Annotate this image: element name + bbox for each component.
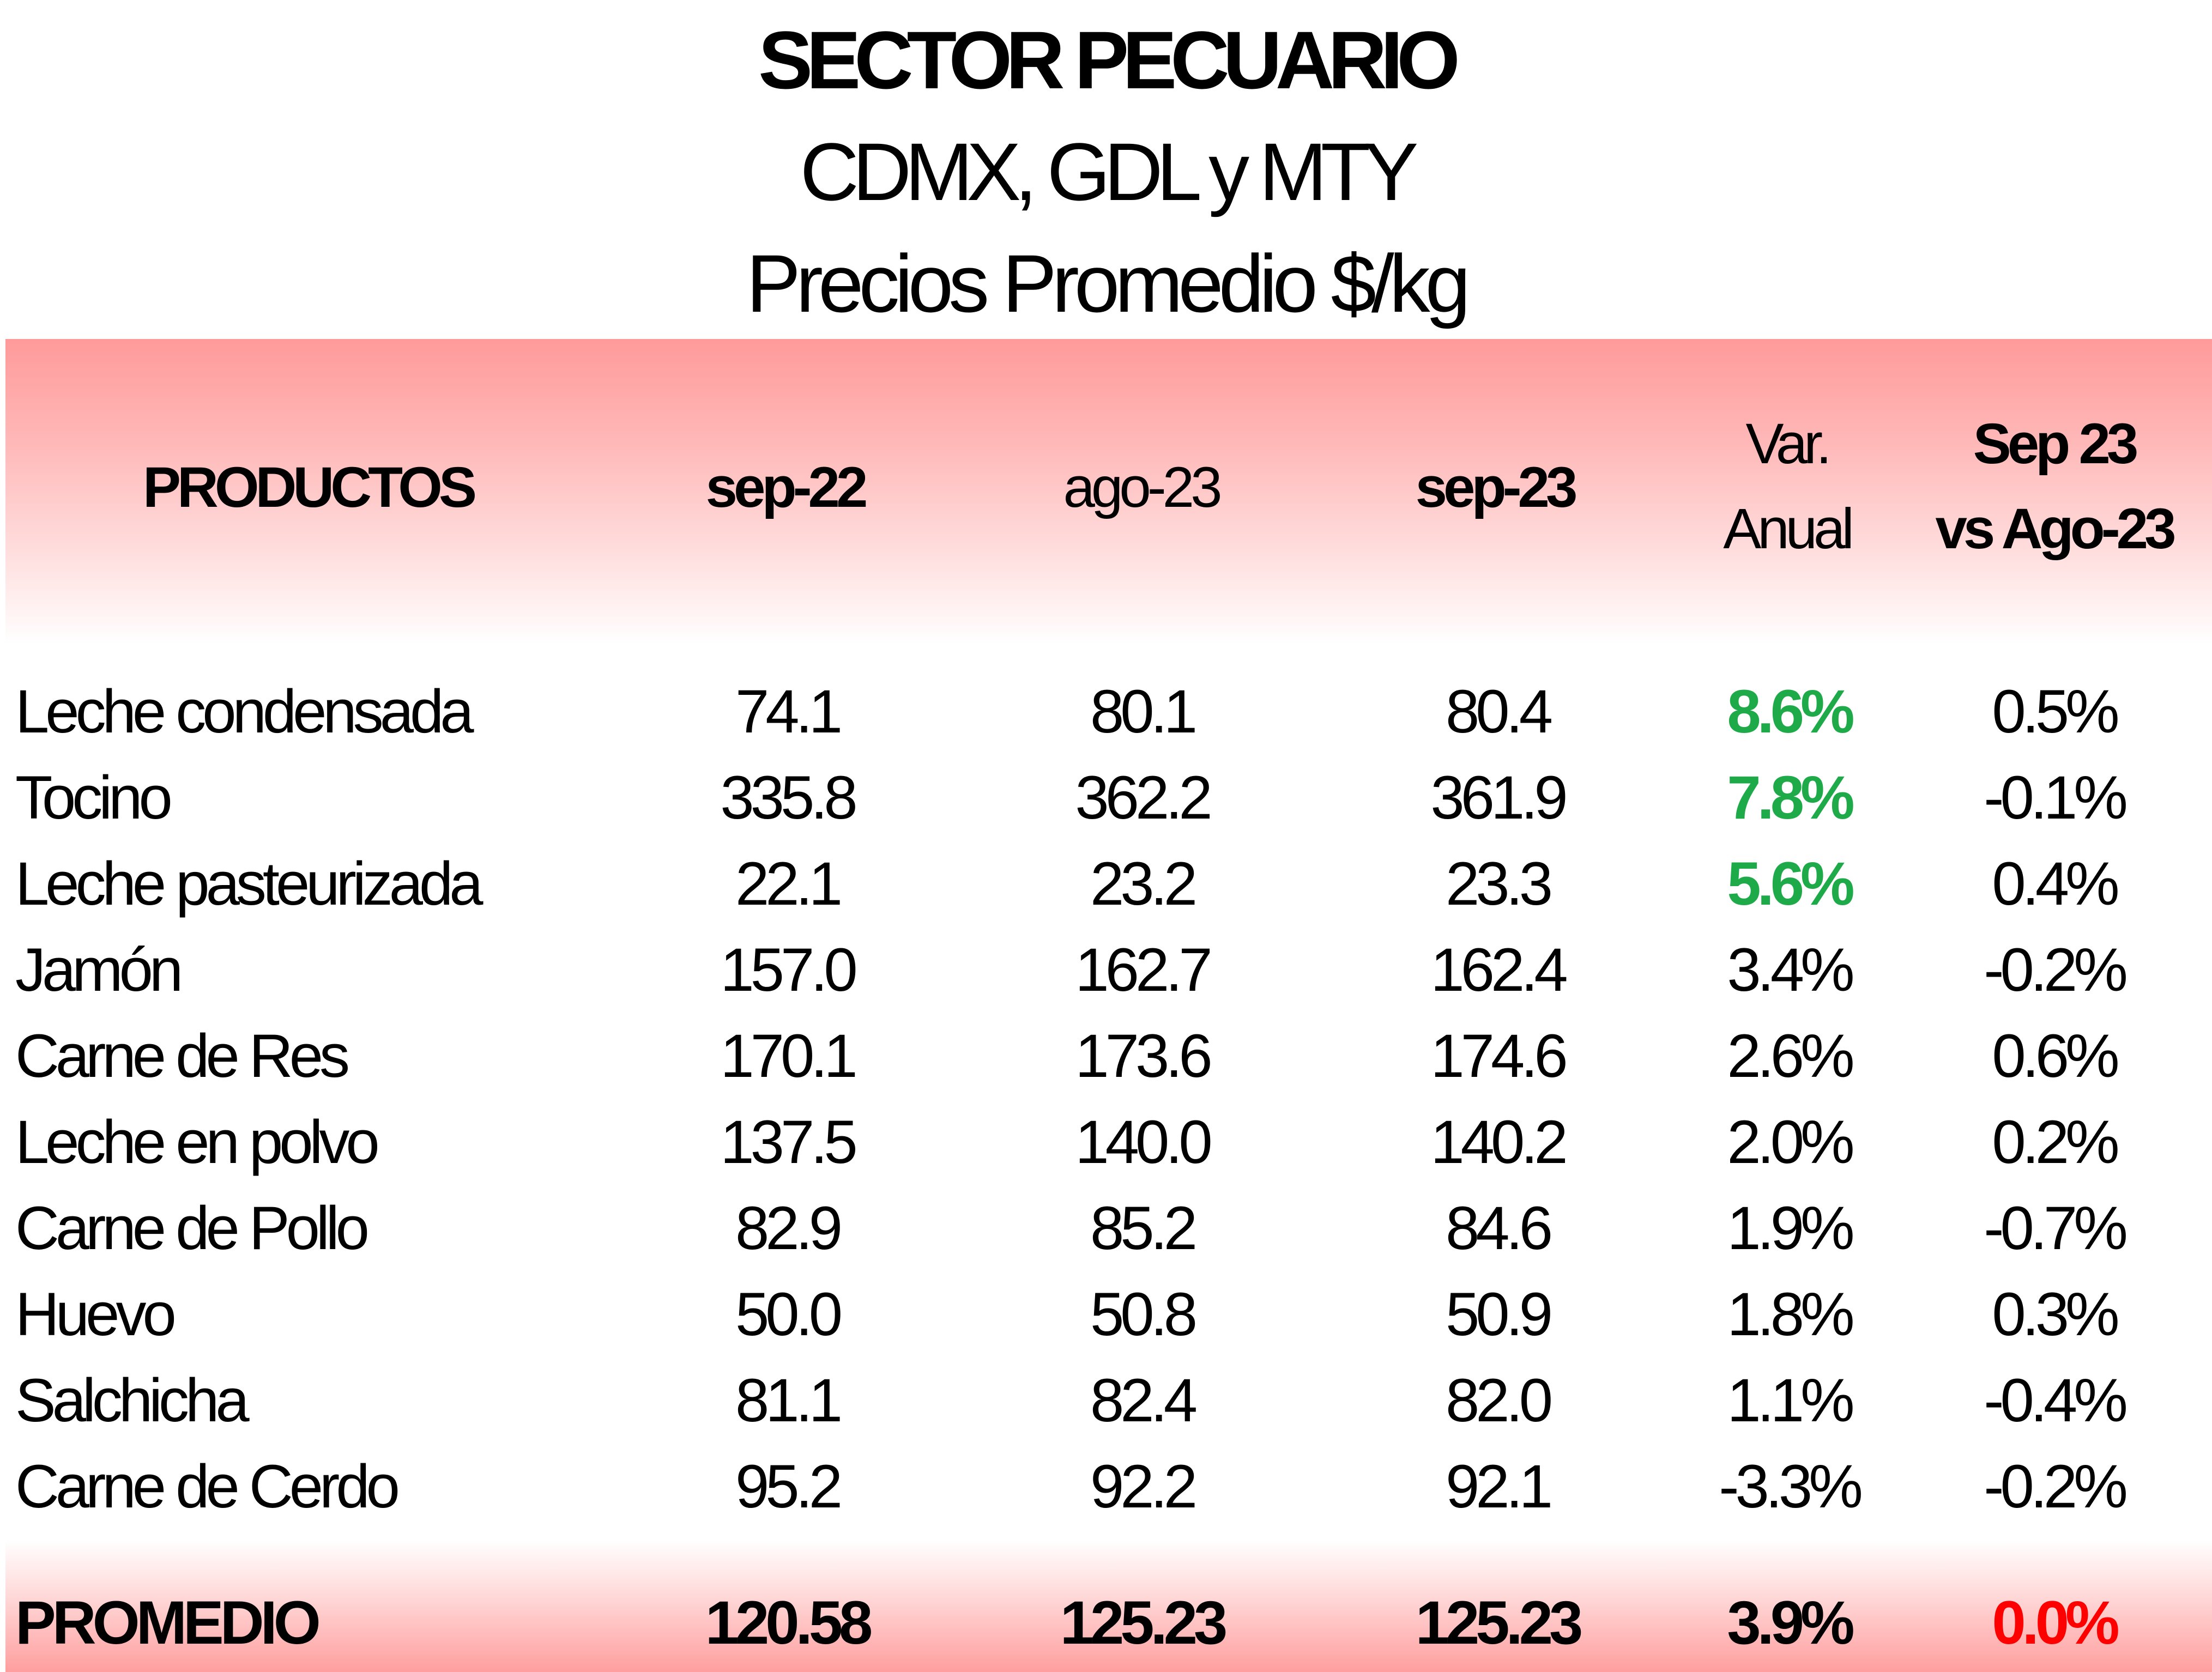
cell-var-anual: 1.1% (1727, 1366, 1854, 1434)
cell-sep-22: 50.0 (735, 1280, 843, 1348)
cell-var-anual: 5.6% (1727, 850, 1854, 918)
promedio-var-anual: 3.9% (1727, 1589, 1854, 1657)
cell-ago-23: 362.2 (1075, 764, 1212, 832)
cell-producto: Carne de Res (15, 1022, 350, 1090)
cell-producto: Leche condensada (15, 677, 474, 746)
cell-var-anual: 2.6% (1727, 1022, 1854, 1090)
table-footer-background (5, 1540, 2212, 1672)
cell-sep-23: 92.1 (1446, 1452, 1553, 1520)
cell-producto: Jamón (15, 936, 183, 1004)
cell-ago-23: 50.8 (1090, 1280, 1198, 1348)
cell-var-anual: 2.0% (1727, 1108, 1854, 1176)
header-sep-23: sep-23 (1415, 456, 1578, 519)
cell-sep-22: 157.0 (720, 936, 857, 1004)
cell-var-anual: -3.3% (1719, 1452, 1863, 1520)
header-sep-22: sep-22 (705, 456, 868, 519)
page-subtitle-units: Precios Promedio $/kg (746, 238, 1471, 329)
cell-sep-23: 50.9 (1446, 1280, 1553, 1348)
cell-sep23-vs-ago23: 0.3% (1992, 1280, 2119, 1348)
cell-ago-23: 82.4 (1090, 1366, 1198, 1434)
cell-sep-23: 84.6 (1446, 1194, 1553, 1262)
cell-producto: Leche pasteurizada (15, 850, 484, 918)
cell-sep-22: 74.1 (735, 677, 843, 746)
cell-sep23-vs-ago23: -0.2% (1984, 1452, 2128, 1520)
cell-sep-22: 82.9 (735, 1194, 843, 1262)
promedio-sep-22: 120.58 (705, 1589, 873, 1657)
cell-ago-23: 23.2 (1090, 850, 1198, 918)
cell-var-anual: 1.8% (1727, 1280, 1854, 1348)
header-cmp-line2: vs Ago-23 (1935, 497, 2177, 561)
cell-sep-22: 170.1 (720, 1022, 857, 1090)
cell-var-anual: 3.4% (1727, 936, 1854, 1004)
cell-sep-22: 81.1 (735, 1366, 843, 1434)
cell-sep-23: 82.0 (1446, 1366, 1553, 1434)
cell-ago-23: 162.7 (1075, 936, 1212, 1004)
cell-sep23-vs-ago23: 0.4% (1992, 850, 2119, 918)
cell-producto: Carne de Pollo (15, 1194, 370, 1262)
cell-ago-23: 80.1 (1090, 677, 1198, 746)
promedio-sep-23: 125.23 (1415, 1589, 1584, 1657)
cell-sep-23: 80.4 (1446, 677, 1553, 746)
cell-sep-22: 95.2 (735, 1452, 843, 1520)
cell-sep-23: 174.6 (1430, 1022, 1568, 1090)
cell-producto: Salchicha (15, 1366, 250, 1434)
promedio-sep23-vs-ago23: 0.0% (1992, 1589, 2119, 1657)
cell-ago-23: 85.2 (1090, 1194, 1198, 1262)
header-productos: PRODUCTOS (143, 456, 477, 519)
cell-ago-23: 92.2 (1090, 1452, 1198, 1520)
cell-sep23-vs-ago23: -0.4% (1984, 1366, 2128, 1434)
cell-sep-22: 335.8 (720, 764, 857, 832)
cell-sep23-vs-ago23: 0.2% (1992, 1108, 2119, 1176)
page-title: SECTOR PECUARIO (758, 14, 1460, 106)
header-var-line1: Var. (1745, 412, 1832, 476)
cell-sep23-vs-ago23: -0.7% (1984, 1194, 2128, 1262)
cell-sep23-vs-ago23: 0.5% (1992, 677, 2119, 746)
header-cmp-line1: Sep 23 (1973, 412, 2139, 476)
cell-var-anual: 8.6% (1727, 677, 1854, 746)
table-header-background (5, 339, 2212, 644)
cell-sep23-vs-ago23: -0.2% (1984, 936, 2128, 1004)
cell-producto: Huevo (15, 1280, 177, 1348)
cell-sep23-vs-ago23: -0.1% (1984, 764, 2128, 832)
cell-sep-23: 361.9 (1430, 764, 1568, 832)
page-subtitle: CDMX, GDL y MTY (800, 126, 1419, 217)
promedio-label: PROMEDIO (15, 1589, 321, 1657)
cell-var-anual: 7.8% (1727, 764, 1854, 832)
header-ago-23: ago-23 (1063, 456, 1223, 519)
promedio-ago-23: 125.23 (1060, 1589, 1228, 1657)
cell-producto: Tocino (15, 764, 173, 832)
cell-sep23-vs-ago23: 0.6% (1992, 1022, 2119, 1090)
header-var-line2: Anual (1723, 497, 1854, 561)
cell-var-anual: 1.9% (1727, 1194, 1854, 1262)
cell-producto: Leche en polvo (15, 1108, 380, 1176)
cell-producto: Carne de Cerdo (15, 1452, 400, 1520)
cell-sep-23: 140.2 (1430, 1108, 1568, 1176)
cell-sep-23: 23.3 (1446, 850, 1553, 918)
cell-ago-23: 173.6 (1075, 1022, 1212, 1090)
cell-sep-22: 137.5 (720, 1108, 857, 1176)
cell-sep-22: 22.1 (735, 850, 843, 918)
cell-ago-23: 140.0 (1075, 1108, 1212, 1176)
cell-sep-23: 162.4 (1430, 936, 1568, 1004)
